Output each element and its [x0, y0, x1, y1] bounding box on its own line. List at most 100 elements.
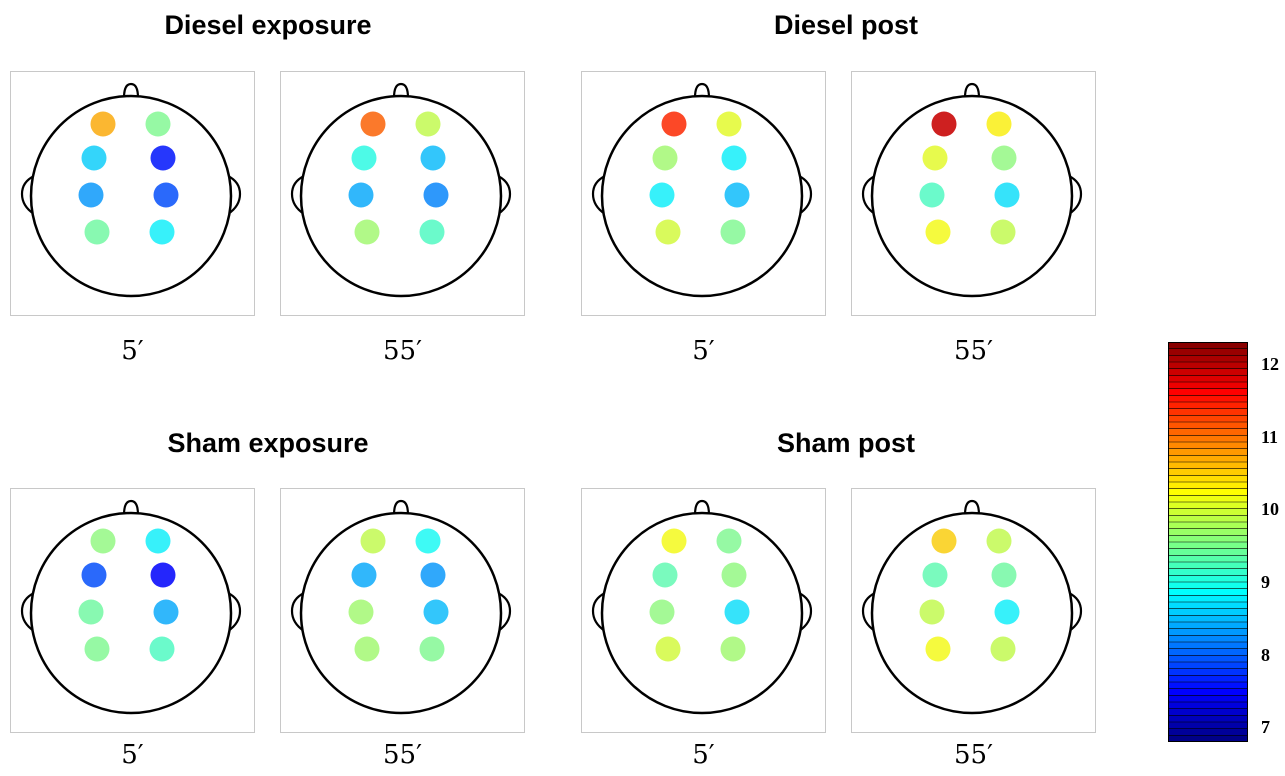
electrode-f3	[90, 111, 116, 137]
head-circle	[600, 511, 804, 715]
electrode-c4	[150, 562, 176, 588]
electrode-f3	[931, 111, 957, 137]
colorbar-band	[1168, 468, 1248, 476]
electrode-p4	[724, 182, 750, 208]
colorbar-band	[1168, 642, 1248, 649]
electrode-f3	[661, 111, 687, 137]
colorbar-band	[1168, 715, 1248, 723]
colorbar-band	[1168, 655, 1248, 663]
time-label: 55′	[383, 740, 422, 770]
colorbar-band	[1168, 488, 1248, 496]
topomap-diesel-post-5	[581, 71, 826, 316]
electrode-p4	[724, 599, 750, 625]
electrode-p4	[153, 182, 179, 208]
electrode-c4	[420, 562, 446, 588]
colorbar-border	[1168, 342, 1248, 742]
colorbar-band	[1168, 382, 1248, 389]
electrode-o2	[990, 219, 1016, 245]
electrode-o2	[149, 636, 175, 662]
colorbar-band	[1168, 428, 1248, 436]
electrode-c4	[150, 145, 176, 171]
nose-outline	[693, 82, 711, 99]
head-outline	[290, 82, 512, 298]
electrode-f4	[986, 111, 1012, 137]
colorbar-band	[1168, 482, 1248, 489]
colorbar-band	[1168, 375, 1248, 383]
colorbar-band	[1168, 648, 1248, 656]
head-circle	[870, 511, 1074, 715]
topomap-sham-exposure-5	[10, 488, 255, 733]
electrode-f4	[145, 528, 171, 554]
time-label: 5′	[121, 336, 144, 366]
time-label: 5′	[692, 336, 715, 366]
electrode-c3	[351, 145, 377, 171]
time-label: 5′	[692, 740, 715, 770]
colorbar-band	[1168, 522, 1248, 529]
electrode-o1	[84, 636, 110, 662]
electrode-p3	[78, 182, 104, 208]
electrode-c3	[922, 145, 948, 171]
nose-outline	[392, 499, 410, 516]
colorbar-band	[1168, 348, 1248, 356]
electrode-o1	[354, 636, 380, 662]
electrode-p3	[919, 599, 945, 625]
electrode-f4	[415, 528, 441, 554]
electrode-p3	[348, 182, 374, 208]
head-outline	[591, 499, 813, 715]
electrode-f3	[360, 111, 386, 137]
colorbar-band	[1168, 528, 1248, 536]
colorbar-band	[1168, 735, 1248, 742]
topomap-diesel-exposure-55	[280, 71, 525, 316]
colorbar-band	[1168, 682, 1248, 689]
head-outline	[20, 82, 242, 298]
colorbar-band	[1168, 395, 1248, 403]
head-circle	[299, 511, 503, 715]
colorbar-band	[1168, 362, 1248, 369]
head-circle	[870, 94, 1074, 298]
electrode-f4	[415, 111, 441, 137]
electrode-c3	[81, 145, 107, 171]
group-title-sham-exposure: Sham exposure	[167, 428, 369, 458]
colorbar-band	[1168, 602, 1248, 609]
colorbar-band	[1168, 708, 1248, 716]
colorbar-band	[1168, 622, 1248, 629]
electrode-o1	[655, 636, 681, 662]
colorbar-tick-label: 12	[1261, 353, 1279, 374]
electrode-f3	[360, 528, 386, 554]
electrode-c4	[991, 145, 1017, 171]
colorbar-tick-label: 8	[1261, 644, 1270, 665]
head-circle	[600, 94, 804, 298]
colorbar-band	[1168, 588, 1248, 596]
colorbar-band	[1168, 502, 1248, 509]
electrode-c4	[991, 562, 1017, 588]
head-outline	[861, 82, 1083, 298]
electrode-o1	[655, 219, 681, 245]
nose-outline	[122, 499, 140, 516]
colorbar-band	[1168, 495, 1248, 503]
electrode-f4	[986, 528, 1012, 554]
electrode-p4	[153, 599, 179, 625]
colorbar-band	[1168, 628, 1248, 636]
electrode-p3	[649, 182, 675, 208]
colorbar-band	[1168, 462, 1248, 469]
head-circle	[299, 94, 503, 298]
colorbar-band	[1168, 548, 1248, 556]
colorbar-band	[1168, 562, 1248, 569]
electrode-o2	[990, 636, 1016, 662]
colorbar-band	[1168, 515, 1248, 523]
time-label: 55′	[954, 740, 993, 770]
colorbar-band	[1168, 448, 1248, 456]
electrode-c4	[721, 562, 747, 588]
electrode-c4	[721, 145, 747, 171]
electrode-o1	[925, 636, 951, 662]
head-outline	[591, 82, 813, 298]
electrode-f3	[931, 528, 957, 554]
topomap-sham-post-55	[851, 488, 1096, 733]
electrode-p4	[423, 182, 449, 208]
colorbar-band	[1168, 455, 1248, 463]
colorbar-tick-label: 10	[1261, 499, 1279, 520]
topomap-diesel-exposure-5	[10, 71, 255, 316]
electrode-o1	[354, 219, 380, 245]
electrode-p4	[994, 182, 1020, 208]
colorbar-band	[1168, 668, 1248, 676]
